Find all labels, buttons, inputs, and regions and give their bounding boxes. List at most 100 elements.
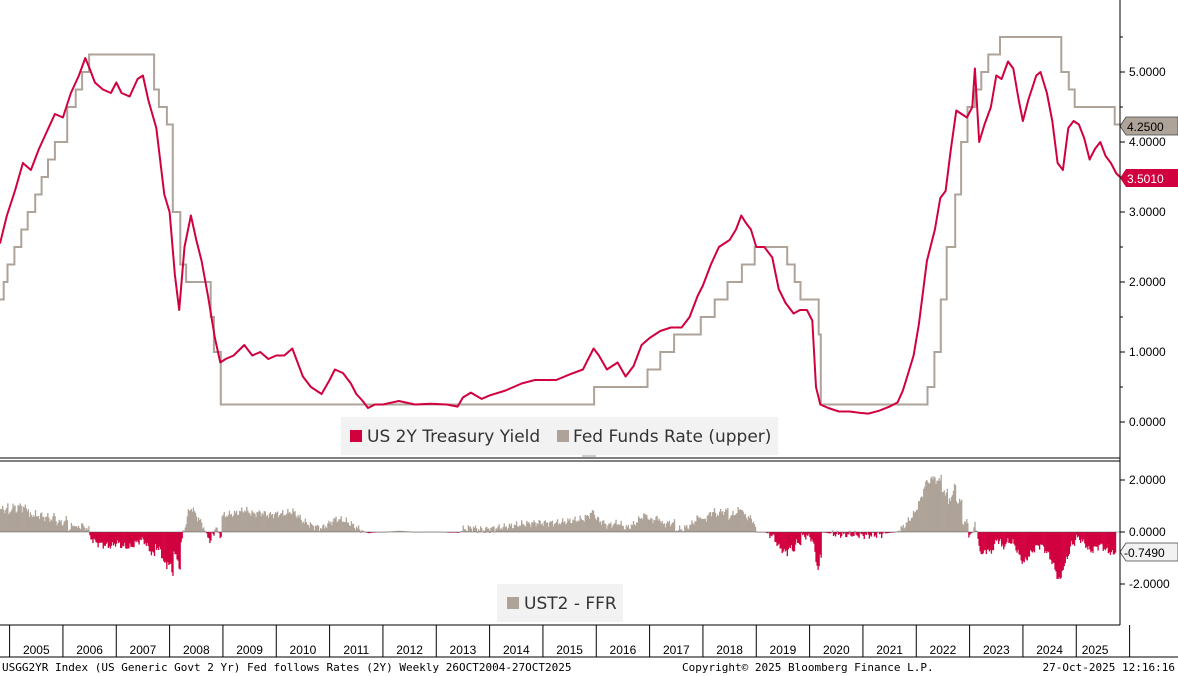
spread-bar [165, 532, 167, 563]
spread-bar [617, 524, 619, 532]
spread-bar [900, 526, 902, 532]
spread-bar [236, 514, 239, 532]
x-year-label: 2017 [663, 643, 690, 657]
spread-bar [618, 525, 620, 532]
spread-bar [564, 521, 566, 532]
spread-bar [707, 514, 710, 532]
spread-bar [902, 524, 904, 532]
spread-bar [605, 523, 607, 532]
spread-bar [300, 519, 302, 532]
spread-bar [951, 495, 954, 532]
spread-bar [220, 532, 222, 537]
spread-bar [1045, 532, 1047, 552]
treasury-line-group [0, 57, 1121, 415]
spread-bar [340, 516, 342, 532]
spread-bar [26, 511, 28, 532]
spread-bar [108, 532, 111, 547]
spread-bar [406, 531, 408, 532]
spread-bar [30, 515, 33, 532]
footer-left: USGG2YR Index (US Generic Govt 2 Yr) Fed… [2, 661, 572, 674]
spread-bar [60, 520, 62, 532]
x-year-label: 2012 [396, 643, 423, 657]
spread-bar [509, 525, 512, 532]
spread-bar [747, 516, 750, 532]
spread-bar [886, 532, 888, 534]
spread-bar [552, 526, 555, 532]
spread-bar [840, 532, 842, 538]
spread-bar [8, 514, 10, 532]
spread-bar [1056, 532, 1058, 579]
spread-bar [1069, 532, 1072, 547]
spread-bar [949, 500, 952, 532]
spread-bar [1031, 532, 1034, 553]
spread-bar [549, 521, 552, 532]
spread-bar [911, 517, 914, 532]
spread-bar [583, 521, 585, 532]
spread-bar [1047, 532, 1049, 552]
spread-bar [469, 526, 472, 532]
spread-bar [923, 488, 925, 532]
x-year-label: 2009 [236, 643, 263, 657]
spread-bar [88, 526, 90, 532]
spread-bar [836, 530, 839, 532]
spread-bar [362, 530, 364, 532]
spread-bar [488, 528, 490, 532]
spread-bar [357, 525, 360, 532]
spread-bar [278, 515, 281, 532]
spread-bar [139, 532, 141, 540]
spread-bar [968, 532, 970, 538]
spread-bar [113, 532, 116, 544]
spread-bar [37, 516, 40, 532]
spread-bar [691, 520, 693, 532]
spread-bar [100, 532, 102, 543]
spread-bar [201, 522, 203, 532]
spread-bar [751, 523, 754, 532]
spread-bar [212, 532, 214, 534]
spread-bar [643, 513, 645, 532]
spread-bar [136, 532, 138, 541]
spread-bar [993, 532, 996, 544]
badge-spread-value: -0.7490 [1124, 546, 1165, 560]
spread-bar [570, 523, 572, 532]
spread-bar [127, 532, 129, 549]
spread-bar [632, 520, 635, 532]
spread-bar [495, 528, 497, 532]
spread-bar [1014, 532, 1016, 546]
x-year-label: 2011 [343, 643, 369, 657]
spread-bar [634, 525, 637, 532]
spread-bar [25, 508, 27, 532]
spread-bar [674, 531, 677, 532]
spread-bar [750, 518, 753, 532]
spread-bar [511, 528, 514, 532]
spread-bar [14, 505, 16, 532]
spread-bar [260, 516, 262, 532]
spread-bar [200, 519, 202, 532]
spread-bar [138, 532, 140, 545]
spread-bar [16, 511, 18, 532]
spread-bar [1021, 532, 1023, 564]
spread-bar [208, 532, 210, 539]
spread-bar [589, 512, 592, 532]
spread-bar [686, 525, 688, 532]
spread-bar [257, 512, 259, 532]
spread-bar [175, 532, 177, 555]
spread-bar [729, 518, 731, 532]
spread-bar [293, 511, 295, 532]
spread-bar [1023, 532, 1025, 563]
spread-bar [568, 520, 570, 532]
upper-y-tick-label: 3.0000 [1129, 205, 1166, 219]
panel-separator[interactable] [0, 455, 1120, 462]
spread-bar [1087, 532, 1089, 550]
spread-bar [243, 512, 245, 532]
spread-bar [600, 521, 602, 532]
spread-bar [370, 532, 372, 533]
spread-bar [644, 514, 646, 532]
x-year-label: 2021 [876, 643, 903, 657]
spread-bar [295, 516, 297, 532]
spread-bar [10, 511, 12, 532]
spread-bar [321, 529, 323, 532]
spread-bar [798, 532, 801, 545]
spread-bar [1029, 532, 1032, 551]
spread-bar [95, 532, 97, 543]
